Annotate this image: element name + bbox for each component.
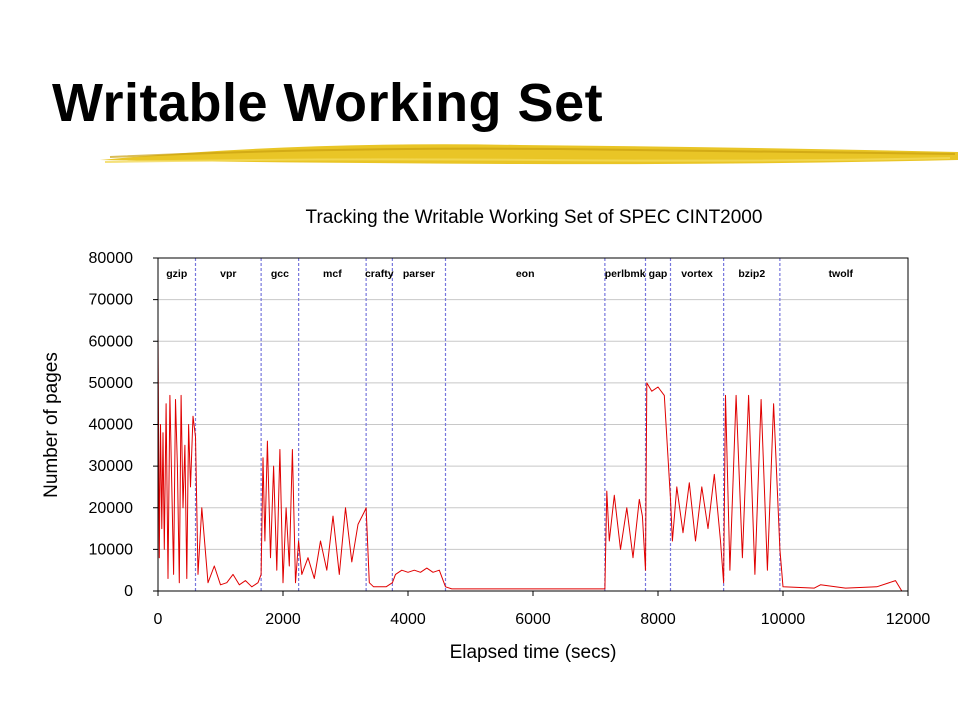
benchmark-label: parser <box>403 268 435 280</box>
benchmark-label: gcc <box>271 268 289 280</box>
y-tick-label: 70000 <box>89 292 134 309</box>
y-axis-ticks: 0 10000 20000 30000 40000 50000 60000 70000 8000… <box>89 250 158 600</box>
x-tick-label: 10000 <box>761 611 806 628</box>
benchmark-label: twolf <box>829 268 854 280</box>
benchmark-dividers <box>194 258 781 591</box>
benchmark-labels: gzip vpr gcc mcf crafty parser eon perlbmk gap vo… <box>166 268 853 280</box>
x-tick-label: 6000 <box>515 611 551 628</box>
y-tick-label: 40000 <box>89 417 134 434</box>
benchmark-label: vpr <box>220 268 236 280</box>
y-tick-label: 20000 <box>89 500 134 517</box>
brush-stroke-streak <box>109 147 956 158</box>
benchmark-label: bzip2 <box>738 268 765 280</box>
series-line <box>157 332 903 592</box>
x-axis-label: Elapsed time (secs) <box>450 642 617 663</box>
x-tick-label: 0 <box>154 611 163 628</box>
y-tick-label: 80000 <box>89 250 134 267</box>
benchmark-label: eon <box>516 268 535 280</box>
x-tick-label: 4000 <box>390 611 426 628</box>
benchmark-label: gap <box>649 268 668 280</box>
brush-stroke-streak <box>104 157 951 163</box>
y-tick-label: 0 <box>124 583 133 600</box>
x-tick-label: 8000 <box>640 611 676 628</box>
y-tick-label: 60000 <box>89 333 134 350</box>
benchmark-label: perlbmk <box>605 268 646 280</box>
series-layer <box>157 332 903 592</box>
y-tick-label: 10000 <box>89 541 134 558</box>
grid-lines <box>158 257 908 592</box>
x-tick-label: 2000 <box>265 611 301 628</box>
benchmark-label: crafty <box>365 268 394 280</box>
x-tick-label: 12000 <box>886 611 931 628</box>
y-tick-label: 30000 <box>89 458 134 475</box>
benchmark-label: vortex <box>681 268 713 280</box>
y-tick-label: 50000 <box>89 375 134 392</box>
chart-title: Tracking the Writable Working Set of SPE… <box>306 207 763 228</box>
x-axis-ticks: 0 2000 4000 6000 8000 10000 12000 <box>154 591 931 628</box>
y-axis-label: Number of pages <box>41 352 62 498</box>
slide-title: Writable Working Set <box>52 73 604 133</box>
benchmark-label: mcf <box>323 268 342 280</box>
benchmark-label: gzip <box>166 268 187 280</box>
